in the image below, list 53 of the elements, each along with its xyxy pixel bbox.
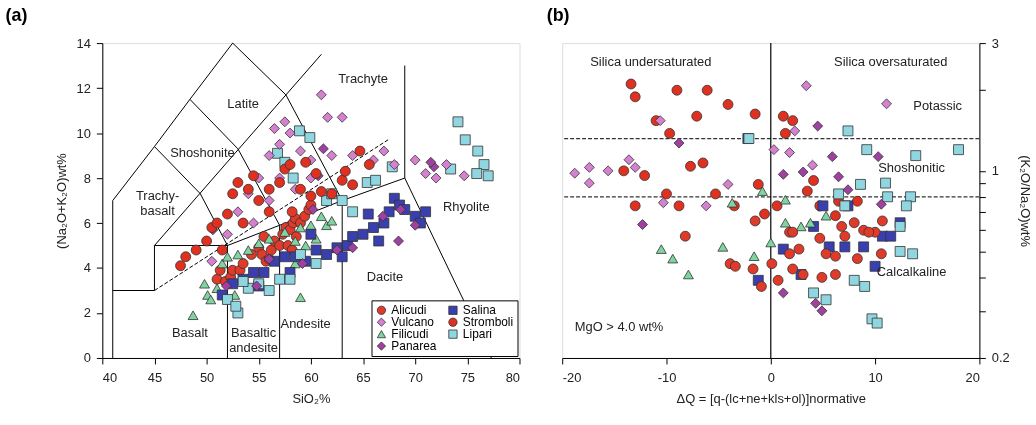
x-tick-label: 55	[252, 370, 267, 386]
y-tick-label: 1	[991, 163, 999, 179]
y-tick-label: 3	[991, 35, 999, 51]
x-tick-label: 75	[460, 370, 476, 386]
annotation: Shoshonite	[170, 145, 235, 161]
x-tick-label: 60	[304, 370, 319, 386]
annotation: Dacite	[366, 269, 404, 285]
x-tick-label: 40	[102, 370, 118, 386]
legend-label: Alicudi	[391, 303, 427, 318]
y-tick-label: 0.2	[991, 350, 1010, 366]
y-tick-label: 8	[83, 170, 91, 186]
annotation: Shoshonitic	[878, 160, 946, 176]
y-tick-label: 10	[76, 125, 91, 141]
legend-label: Stromboli	[462, 315, 514, 330]
annotation: Silica undersaturated	[590, 53, 712, 69]
y-axis-title: (Na₂O+K₂O)wt%	[53, 152, 69, 249]
annotation: Rhyolite	[442, 199, 490, 215]
annotation: Calcalkaline	[876, 263, 947, 279]
y-tick-label: 12	[76, 80, 91, 96]
x-axis-title: SiO₂%	[292, 391, 331, 407]
annotation: Basaltic andesite	[229, 325, 278, 355]
x-axis-title: ΔQ = [q-(lc+ne+kls+ol)]normative	[676, 391, 866, 407]
x-tick-label: 45	[147, 370, 163, 386]
y-tick-label: 4	[83, 260, 91, 276]
x-tick-label: 50	[199, 370, 215, 386]
annotation: Latite	[227, 95, 259, 111]
annotation: MgO > 4.0 wt%	[574, 319, 664, 335]
legend-label: Vulcano	[391, 315, 435, 330]
legend-label: Panarea	[391, 339, 437, 354]
y-tick-label: 6	[83, 215, 91, 231]
chart-title: (b)	[546, 5, 570, 26]
x-tick-label: -10	[657, 370, 677, 386]
x-tick-label: 20	[965, 370, 980, 386]
x-tick-label: 0	[767, 370, 775, 386]
legend-label: Salina	[462, 303, 497, 318]
y-tick-label: 0	[83, 350, 91, 366]
chart-title: (a)	[5, 5, 28, 26]
y-tick-label: 14	[76, 35, 91, 51]
y-axis-title: (K₂O/Na₂O)wt%	[1017, 155, 1033, 248]
x-tick-label: 65	[356, 370, 371, 386]
x-tick-label: 70	[408, 370, 423, 386]
annotation: Potassic	[913, 97, 963, 113]
legend-label: Filicudi	[391, 327, 429, 342]
y-tick-label: 2	[83, 305, 91, 321]
annotation: Trachy- basalt	[135, 188, 180, 218]
x-tick-label: 10	[868, 370, 883, 386]
annotation: Silica oversaturated	[834, 53, 948, 69]
annotation: Trachyte	[338, 70, 388, 86]
x-tick-label: 80	[505, 370, 520, 386]
legend-label: Lipari	[462, 327, 492, 342]
annotation: Basalt	[171, 325, 209, 341]
x-tick-label: -20	[562, 370, 582, 386]
annotation: Andesite	[280, 316, 331, 332]
